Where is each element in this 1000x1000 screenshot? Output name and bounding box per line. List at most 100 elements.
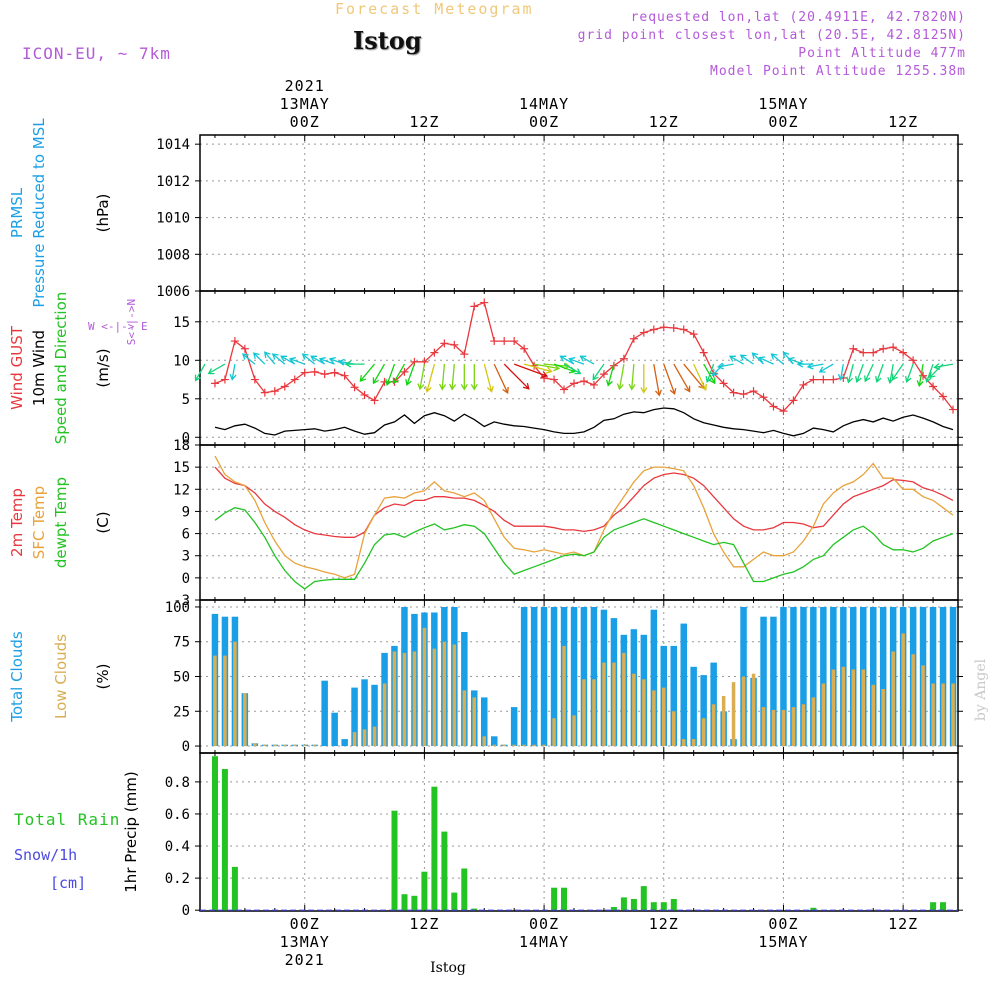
total_clouds-bar bbox=[929, 607, 937, 747]
gust-marker bbox=[639, 328, 648, 337]
gust-marker bbox=[220, 375, 229, 384]
y-tick-label: 1012 bbox=[156, 174, 190, 190]
total_clouds-bar bbox=[461, 632, 468, 747]
low_clouds-bar bbox=[721, 696, 726, 747]
bottom-time-label: 00Z bbox=[529, 915, 559, 933]
total_clouds-bar bbox=[820, 607, 827, 747]
low_clouds-bar bbox=[861, 669, 865, 746]
credit-watermark: by Angel bbox=[973, 658, 989, 721]
low_clouds-bar bbox=[761, 707, 766, 746]
total_clouds-bar bbox=[530, 607, 538, 747]
y-tick-label: 9 bbox=[182, 504, 190, 520]
top-time-label: 00Z bbox=[529, 113, 559, 131]
y-tick-label: -3 bbox=[173, 593, 190, 609]
rain-bar bbox=[630, 899, 637, 911]
pressure-panel: 1006 1008 1010 1012 1014 (hPa) PRMSL Pressure R… bbox=[8, 118, 963, 308]
total_clouds-bar bbox=[810, 607, 817, 747]
low_clouds-bar bbox=[851, 669, 855, 746]
low_clouds-bar bbox=[472, 697, 476, 747]
top-time-label: 12Z bbox=[409, 113, 439, 131]
low_clouds-bar bbox=[871, 684, 875, 746]
low_clouds-bar bbox=[701, 718, 706, 746]
gust-marker bbox=[340, 371, 349, 380]
panel-label: Wind GUST bbox=[8, 325, 26, 410]
wind-direction-arrow bbox=[424, 363, 436, 393]
gust-marker bbox=[629, 334, 638, 343]
bottom-time-label: 13MAY bbox=[280, 933, 330, 951]
rain-bar bbox=[561, 887, 567, 911]
gust-marker bbox=[490, 337, 499, 346]
prmsl-line bbox=[215, 150, 953, 280]
top-time-label: 00Z bbox=[290, 113, 320, 131]
gust-marker bbox=[450, 340, 459, 349]
gust-marker bbox=[689, 330, 698, 339]
wind-direction-arrow bbox=[916, 363, 924, 388]
total_clouds-bar bbox=[520, 607, 528, 747]
wind-direction-arrow bbox=[385, 363, 396, 386]
wind-direction-arrow bbox=[855, 363, 864, 383]
rain-bar bbox=[670, 899, 677, 911]
wind-direction-arrow bbox=[493, 363, 509, 394]
total_clouds-bar bbox=[580, 607, 588, 747]
gust-marker bbox=[500, 337, 509, 346]
total_clouds-bar bbox=[371, 684, 378, 746]
low_clouds-bar bbox=[652, 690, 656, 746]
gust-marker bbox=[669, 323, 678, 332]
model-name: ICON-EU, ~ 7km bbox=[22, 44, 171, 63]
point-altitude: Point Altitude 477m bbox=[798, 46, 966, 61]
low_clouds-bar bbox=[672, 711, 676, 747]
low_clouds-bar bbox=[432, 648, 437, 747]
rain-bar bbox=[441, 831, 448, 911]
wind-direction-arrow bbox=[703, 363, 716, 385]
panel-label: 2m Temp bbox=[8, 488, 26, 557]
total_clouds-bar bbox=[690, 666, 697, 747]
wind-direction-arrow bbox=[318, 357, 335, 365]
low_clouds-bar bbox=[841, 666, 846, 747]
gust-marker bbox=[550, 375, 559, 384]
gust-marker bbox=[719, 379, 728, 388]
y-tick-label: 0 bbox=[182, 903, 190, 919]
bottom-time-label: 14MAY bbox=[519, 933, 569, 951]
total_clouds-bar bbox=[680, 623, 687, 746]
gust-marker bbox=[929, 382, 938, 391]
wind-direction-arrow bbox=[924, 363, 934, 383]
gust-marker bbox=[759, 393, 768, 402]
rain-bar bbox=[551, 887, 558, 911]
low_clouds-bar bbox=[921, 665, 925, 747]
low_clouds-bar bbox=[263, 744, 267, 747]
gust-marker bbox=[739, 390, 748, 399]
gust-marker bbox=[729, 388, 738, 397]
low_clouds-bar bbox=[283, 744, 287, 747]
low_clouds-bar bbox=[602, 662, 606, 747]
panel-label: 10m Wind bbox=[30, 330, 48, 406]
y-tick-label: 50 bbox=[173, 670, 190, 686]
wind-direction-arrow bbox=[592, 363, 605, 381]
gust-marker bbox=[510, 337, 519, 346]
t2m-line bbox=[214, 466, 954, 538]
panel-frame bbox=[199, 752, 959, 912]
wind-panel: 0 5 10 15 (m/s) Wind GUST 10m Wind Speed and Di… bbox=[8, 290, 963, 446]
low_clouds-bar bbox=[303, 744, 307, 747]
panel-label: Snow/1h bbox=[14, 846, 77, 864]
total_clouds-bar bbox=[670, 645, 677, 746]
low_clouds-bar bbox=[881, 689, 885, 746]
gust-marker bbox=[879, 344, 888, 353]
gridpoint-coordinates: grid point closest lon,lat (20.5E, 42.81… bbox=[577, 28, 966, 43]
low_clouds-bar bbox=[512, 744, 516, 747]
gust-marker bbox=[949, 405, 958, 414]
low_clouds-bar bbox=[233, 641, 237, 746]
gust-marker bbox=[310, 367, 319, 376]
panel-label: SFC Temp bbox=[30, 486, 48, 559]
wind-direction-arrow bbox=[739, 354, 754, 365]
gust-marker bbox=[789, 396, 798, 405]
gust-marker bbox=[240, 344, 249, 353]
y-axis-label: (C) bbox=[94, 511, 112, 533]
bottom-time-label: 2021 bbox=[285, 951, 325, 969]
wind-direction-arrow bbox=[344, 360, 365, 368]
wind-direction-arrow bbox=[405, 363, 416, 386]
bottom-time-label: 00Z bbox=[768, 915, 798, 933]
y-tick-label: 25 bbox=[173, 704, 190, 720]
low_clouds-bar bbox=[352, 732, 357, 746]
gust-marker bbox=[570, 379, 579, 388]
rain-bar bbox=[421, 871, 428, 911]
